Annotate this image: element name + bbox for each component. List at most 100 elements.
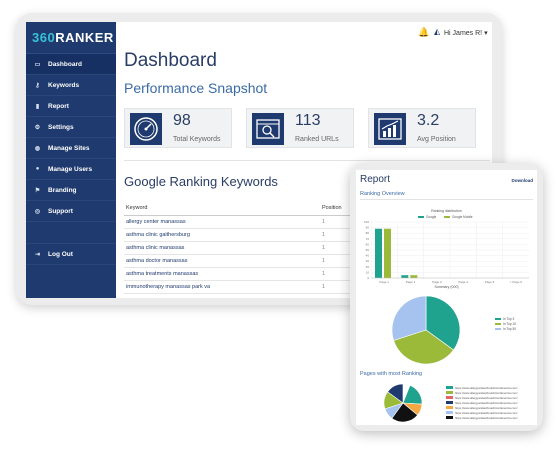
chevron-down-icon: ▾ <box>484 30 488 37</box>
pages-legend-url[interactable]: https://www.allergyandasthmaclinicofamer… <box>455 415 518 420</box>
y-tick-label: 30 <box>366 259 370 263</box>
speedometer-icon <box>130 113 162 145</box>
bar-chart-icon: ▮ <box>35 103 40 110</box>
stat-label: Total Keywords <box>173 136 221 143</box>
legend-swatch <box>444 215 450 219</box>
logout-button[interactable]: ⇥ Log Out <box>26 244 116 265</box>
legend-swatch <box>446 391 453 394</box>
bar <box>401 275 409 278</box>
stat-label: Ranked URLs <box>295 136 339 143</box>
pages-legend: https://www.allergyandasthmaclinicofamer… <box>446 385 536 423</box>
x-tick-label: Page 2 <box>406 280 416 284</box>
bell-icon[interactable]: 🔔 <box>418 27 430 37</box>
pages-legend-url[interactable]: https://www.allergyandasthmaclinicofamer… <box>455 405 518 410</box>
y-tick-label: 50 <box>366 248 370 252</box>
report-screen: Report Download Ranking Overview Ranking… <box>356 170 537 425</box>
growth-chart-icon <box>374 113 406 145</box>
legend-google-mobile: Google Mobile <box>444 215 473 219</box>
legend-swatch <box>446 416 453 419</box>
users-icon: ● <box>35 166 40 172</box>
y-tick-label: 20 <box>366 265 370 269</box>
sidebar-item-branding[interactable]: ⚑ Branding <box>26 180 116 201</box>
y-tick-label: 40 <box>366 254 370 258</box>
logout-icon: ⇥ <box>34 251 41 258</box>
pie-slice <box>425 295 461 351</box>
y-tick-label: 10 <box>366 270 370 274</box>
section-title-performance: Performance Snapshot <box>124 80 268 96</box>
ranking-overview-title: Ranking Overview <box>360 191 405 197</box>
flag-icon: ⚑ <box>34 187 41 194</box>
stat-value: 98 <box>173 112 191 129</box>
y-tick-label: 80 <box>366 231 370 235</box>
x-tick-label: Page 3 <box>432 280 442 284</box>
legend-swatch <box>446 411 453 414</box>
top-bar: 🔔 ◭ Hi James R! ▾ <box>116 22 492 44</box>
keyword-link[interactable]: asthma clinic gaithersburg <box>124 228 320 242</box>
sidebar: 360 RANKER ▭ Dashboard ⚷ Keywords ▮ Report ⚙… <box>26 22 116 298</box>
pages-legend-url[interactable]: https://www.allergyandasthmaclinicofamer… <box>455 385 518 390</box>
legend-swatch <box>495 322 501 326</box>
pages-pie-chart <box>383 383 423 423</box>
sidebar-item-support[interactable]: ◎ Support <box>26 201 116 222</box>
legend-swatch <box>446 396 453 399</box>
y-tick-label: 60 <box>366 242 370 246</box>
pages-legend-url[interactable]: https://www.allergyandasthmaclinicofamer… <box>455 395 518 400</box>
user-menu[interactable]: Hi James R! ▾ <box>444 30 488 37</box>
pages-legend-item: https://www.allergyandasthmaclinicofamer… <box>446 390 536 395</box>
download-link[interactable]: Download <box>511 178 534 183</box>
gear-icon: ⚙ <box>34 124 41 131</box>
bar-chart-title: Ranking distribution <box>431 209 462 213</box>
x-tick-label: > Page 6 <box>510 280 522 284</box>
keyword-link[interactable]: asthma clinic manassas <box>124 241 320 255</box>
pages-legend-url[interactable]: https://www.allergyandasthmaclinicofamer… <box>455 390 518 395</box>
sidebar-item-manage-users[interactable]: ● Manage Users <box>26 159 116 180</box>
sidebar-item-keywords[interactable]: ⚷ Keywords <box>26 75 116 96</box>
pages-legend-item: https://www.allergyandasthmaclinicofamer… <box>446 410 536 415</box>
search-page-icon <box>252 113 284 145</box>
keyword-link[interactable]: allergy center manassas <box>124 215 320 229</box>
bar <box>384 228 391 278</box>
pie-slice <box>391 295 427 341</box>
pie-slice <box>387 383 404 404</box>
x-tick-label: Page 1 <box>379 280 389 284</box>
sidebar-item-dashboard[interactable]: ▭ Dashboard <box>26 54 116 75</box>
x-tick-label: Page 5 <box>485 280 495 284</box>
stat-value: 3.2 <box>417 112 440 129</box>
sidebar-item-settings[interactable]: ⚙ Settings <box>26 117 116 138</box>
stat-card-urls: 113 Ranked URLs <box>246 108 354 148</box>
y-tick-label: 90 <box>366 226 370 230</box>
pages-legend-url[interactable]: https://www.allergyandasthmaclinicofamer… <box>455 410 518 415</box>
section-divider <box>124 160 490 161</box>
user-avatar-icon: ◭ <box>434 27 441 36</box>
column-header-keyword[interactable]: Keyword <box>124 202 320 216</box>
pie-slice <box>393 329 454 365</box>
y-tick-label: 100 <box>364 220 369 224</box>
x-tick-label: Page 4 <box>458 280 468 284</box>
pages-legend-item: https://www.allergyandasthmaclinicofamer… <box>446 400 536 405</box>
legend-swatch <box>495 317 501 321</box>
stat-card-keywords: 98 Total Keywords <box>124 108 232 148</box>
pages-legend-item: https://www.allergyandasthmaclinicofamer… <box>446 385 536 390</box>
keyword-link[interactable]: asthma doctor manassas <box>124 254 320 268</box>
pages-legend-item: https://www.allergyandasthmaclinicofamer… <box>446 395 536 400</box>
support-icon: ◎ <box>34 208 41 215</box>
legend-swatch <box>446 406 453 409</box>
y-tick-label: 70 <box>366 237 370 241</box>
keyword-link[interactable]: asthma treatments manassas <box>124 267 320 281</box>
dashboard-icon: ▭ <box>34 61 41 68</box>
keyword-link[interactable]: immunotherapy manassas park va <box>124 280 320 294</box>
stat-value: 113 <box>295 112 321 129</box>
pages-legend-item: https://www.allergyandasthmaclinicofamer… <box>446 415 536 420</box>
pages-legend-item: https://www.allergyandasthmaclinicofamer… <box>446 405 536 410</box>
key-icon: ⚷ <box>35 82 40 89</box>
stat-card-position: 3.2 Avg Position <box>368 108 476 148</box>
legend-swatch <box>418 215 424 219</box>
sidebar-item-report[interactable]: ▮ Report <box>26 96 116 117</box>
pages-legend-url[interactable]: https://www.allergyandasthmaclinicofamer… <box>455 400 518 405</box>
globe-icon: ◍ <box>34 145 41 152</box>
sidebar-item-manage-sites[interactable]: ◍ Manage Sites <box>26 138 116 159</box>
legend-top10: In Top 10 <box>495 322 516 326</box>
legend-swatch <box>446 401 453 404</box>
brand-logo[interactable]: 360 RANKER <box>26 22 116 54</box>
